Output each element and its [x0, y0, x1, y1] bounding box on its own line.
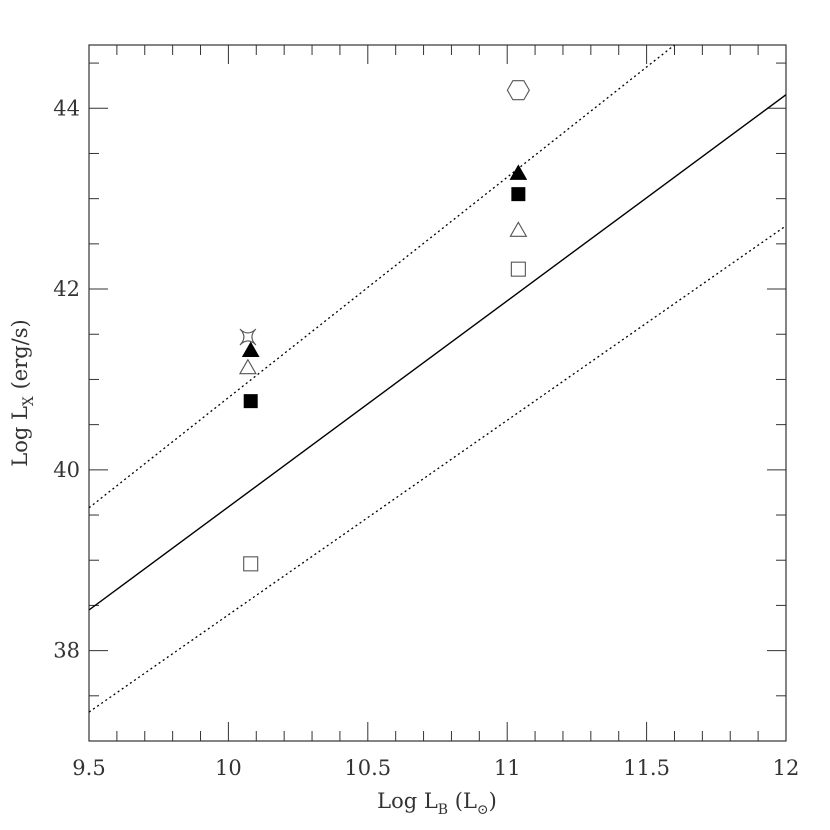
x-axis-title-unit: (L: [455, 789, 477, 813]
x-tick-label: 11.5: [623, 756, 670, 780]
x-tick-label: 12: [773, 756, 800, 780]
x-axis-title-main: Log L: [377, 789, 438, 813]
y-axis-title-main: Log L: [8, 406, 32, 467]
open-triangle-point: [509, 221, 528, 237]
x-tick-label: 9.5: [72, 756, 105, 780]
x-tick-label: 11: [494, 756, 521, 780]
y-axis-title-sub: X: [21, 396, 37, 406]
filled-square-point: [243, 394, 258, 409]
open-hexagon-point: [506, 80, 530, 101]
x-axis-title-unit-sub: ⊙: [477, 802, 489, 818]
open-square-point: [510, 261, 526, 277]
filled-triangle-point: [241, 341, 260, 358]
x-tick-label: 10.5: [344, 756, 391, 780]
dotted-fit-line: [89, 225, 786, 713]
x-tick-label: 10: [215, 756, 242, 780]
open-star-point: [239, 328, 257, 346]
x-axis-title-sub: B: [438, 802, 448, 818]
x-axis-title: Log LB (L⊙): [377, 789, 497, 818]
y-tick-label: 38: [53, 639, 80, 663]
open-triangle-point: [238, 358, 257, 375]
open-square-point: [243, 556, 259, 572]
filled-square-point: [511, 187, 526, 202]
y-axis-title-unit: (erg/s): [8, 319, 32, 389]
y-axis-title: Log LX (erg/s): [8, 319, 37, 466]
filled-triangle-point: [509, 164, 528, 180]
x-axis-title-unit-close: ): [489, 789, 497, 813]
y-tick-label: 44: [53, 96, 80, 120]
plot-frame: [88, 44, 787, 742]
dotted-fit-line: [89, 45, 675, 509]
solid-fit-line: [89, 94, 786, 611]
y-tick-label: 42: [53, 277, 80, 301]
y-tick-label: 40: [53, 458, 80, 482]
